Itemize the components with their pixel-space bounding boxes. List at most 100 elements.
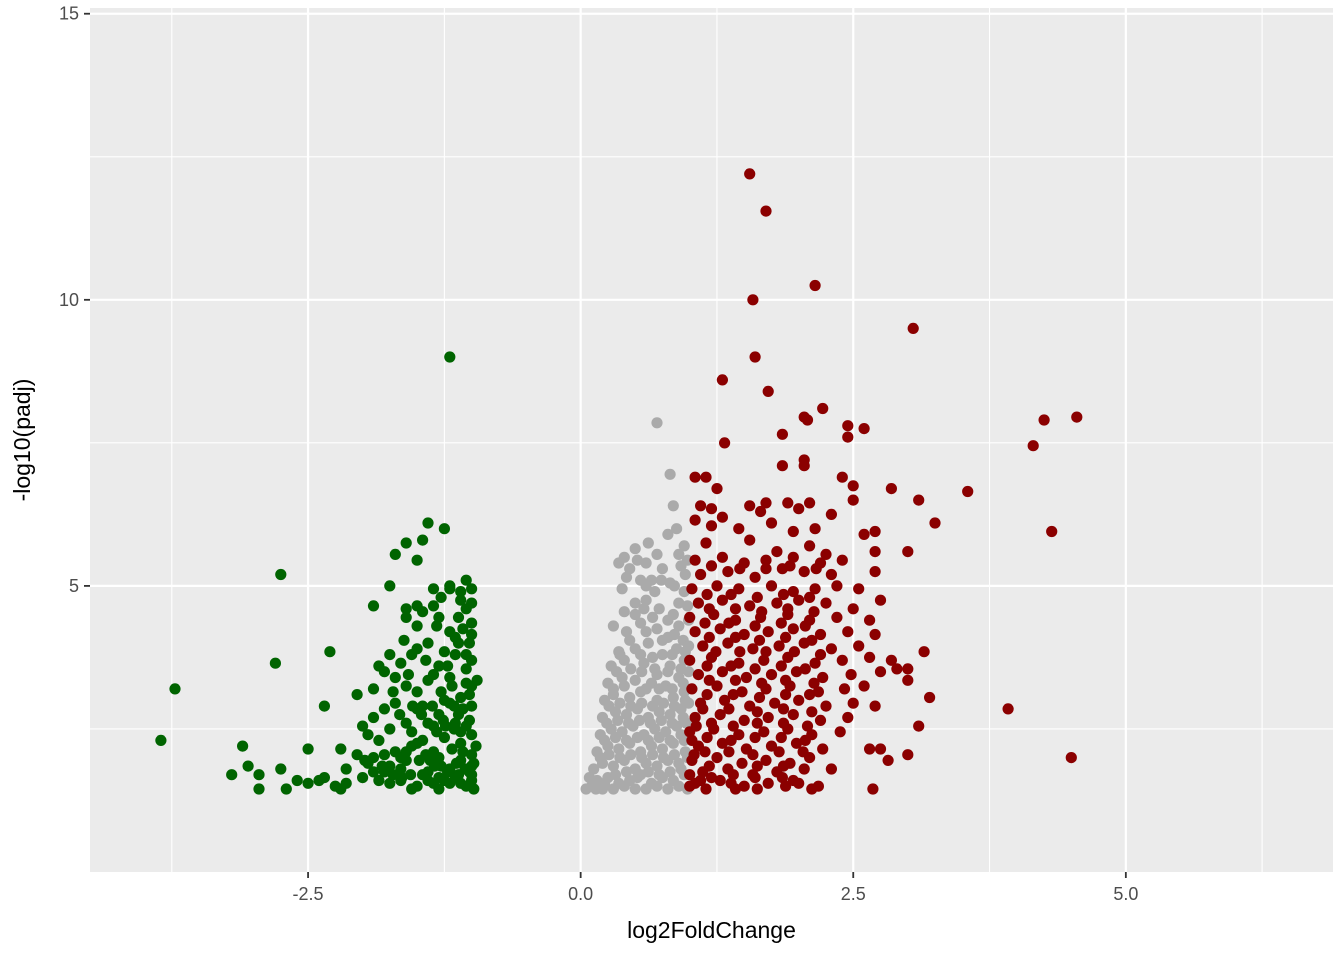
point-ns	[601, 717, 613, 729]
point-up	[831, 611, 843, 624]
point-ns	[640, 626, 652, 638]
point-down	[438, 523, 450, 535]
point-up	[716, 374, 729, 386]
x-tick-label: 5.0	[1113, 884, 1138, 904]
point-up	[825, 763, 838, 775]
x-tick-label: -2.5	[293, 884, 324, 904]
point-up	[820, 700, 832, 712]
y-tick-label: 5	[69, 576, 79, 596]
point-down	[335, 743, 347, 755]
point-up	[801, 414, 814, 426]
point-down	[442, 766, 454, 778]
point-down	[466, 774, 478, 787]
point-ns	[642, 537, 654, 549]
point-up	[701, 689, 713, 701]
point-ns	[599, 777, 611, 789]
point-down	[438, 731, 450, 744]
point-down	[269, 657, 281, 669]
point-ns	[657, 697, 670, 709]
point-up	[874, 594, 887, 606]
point-down	[431, 726, 443, 738]
point-up	[804, 497, 816, 509]
y-axis-title: -log10(padj)	[9, 379, 35, 502]
point-down	[318, 700, 330, 712]
point-up	[784, 560, 796, 572]
point-up	[711, 580, 723, 592]
point-up	[747, 749, 759, 761]
point-ns	[653, 683, 665, 695]
point-up	[776, 460, 789, 472]
point-up	[869, 628, 881, 641]
point-up	[885, 654, 898, 666]
point-down	[435, 591, 447, 604]
point-up	[734, 563, 746, 575]
point-down	[384, 723, 396, 735]
point-up	[701, 660, 713, 672]
point-ns	[651, 417, 663, 429]
point-ns	[618, 780, 630, 792]
point-down	[415, 709, 428, 721]
point-up	[771, 546, 783, 558]
point-up	[725, 777, 737, 789]
point-ns	[667, 691, 679, 704]
point-up	[705, 717, 718, 729]
point-down	[463, 689, 475, 701]
point-down	[438, 646, 450, 658]
point-up	[723, 703, 735, 715]
point-up	[734, 646, 746, 658]
point-up	[762, 777, 774, 789]
point-up	[700, 783, 712, 795]
point-up	[775, 731, 787, 744]
point-down	[422, 637, 434, 649]
point-up	[771, 597, 783, 609]
point-ns	[618, 606, 630, 618]
point-up	[869, 546, 881, 558]
point-down	[384, 649, 396, 661]
point-ns	[603, 749, 615, 761]
point-up	[869, 700, 881, 712]
point-up	[787, 709, 799, 721]
point-down	[457, 746, 469, 758]
point-down	[395, 763, 407, 775]
point-ns	[613, 743, 625, 755]
point-up	[751, 706, 763, 718]
point-down	[444, 583, 456, 595]
point-up	[729, 603, 742, 615]
point-ns	[677, 711, 689, 724]
point-up	[714, 774, 726, 787]
series-down	[155, 351, 483, 795]
point-up	[924, 691, 936, 704]
point-ns	[651, 669, 663, 681]
point-up	[710, 646, 722, 658]
point-down	[367, 683, 380, 695]
point-up	[690, 720, 702, 732]
point-up	[874, 743, 887, 755]
point-up	[714, 623, 726, 635]
point-up	[749, 571, 761, 583]
point-ns	[677, 677, 689, 689]
point-up	[744, 600, 756, 612]
point-up	[825, 643, 838, 655]
point-down	[384, 777, 396, 789]
point-up	[869, 566, 881, 578]
point-up	[697, 640, 709, 652]
point-up	[842, 626, 854, 638]
x-tick-label: 0.0	[568, 884, 593, 904]
point-up	[722, 566, 734, 578]
point-ns	[679, 746, 691, 758]
point-up	[686, 734, 698, 747]
point-ns	[642, 637, 654, 649]
point-down	[466, 700, 478, 712]
point-up	[776, 772, 789, 784]
point-up	[744, 500, 756, 512]
point-up	[1065, 752, 1077, 764]
point-up	[695, 500, 707, 512]
point-up	[788, 646, 801, 658]
point-up	[804, 689, 816, 701]
point-up	[700, 471, 712, 483]
point-down	[275, 763, 287, 775]
point-down	[466, 628, 478, 641]
point-down	[400, 746, 412, 758]
point-up	[738, 628, 750, 641]
point-ns	[666, 683, 678, 695]
